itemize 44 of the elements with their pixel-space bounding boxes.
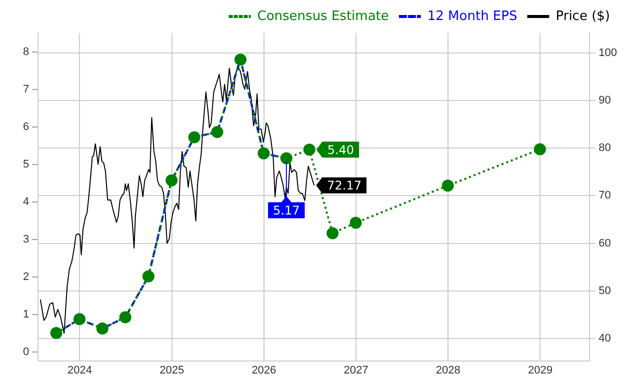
point xyxy=(280,152,292,164)
y-tick-label: 7 xyxy=(22,84,30,96)
point xyxy=(142,270,154,282)
point xyxy=(442,180,454,192)
point xyxy=(96,322,108,335)
legend-label: 12 Month EPS xyxy=(427,8,518,24)
point xyxy=(166,174,178,186)
point xyxy=(119,311,132,324)
y2-tick-label: 100 xyxy=(598,47,618,60)
x-tick-label: 2029 xyxy=(528,364,552,376)
y-tick-label: 0 xyxy=(22,346,30,358)
x-tick-label: 2024 xyxy=(68,364,92,376)
y2-tick-label: 40 xyxy=(598,332,611,344)
point xyxy=(73,313,86,326)
point xyxy=(350,216,362,229)
data-label: 5.17 xyxy=(273,203,300,218)
y-tick-label: 8 xyxy=(22,46,30,58)
x-tick-label: 2027 xyxy=(344,364,368,376)
y2-tick-label: 70 xyxy=(598,190,611,202)
point xyxy=(211,126,224,138)
point xyxy=(188,131,200,144)
legend-label: Consensus Estimate xyxy=(257,8,389,24)
y-tick-label: 4 xyxy=(22,196,30,208)
y2-tick-label: 90 xyxy=(598,94,611,107)
data-label: 72.17 xyxy=(327,178,362,193)
y-tick-label: 2 xyxy=(22,271,30,284)
y2-tick-label: 60 xyxy=(598,237,611,250)
x-tick-label: 2025 xyxy=(160,364,184,376)
y-tick-label: 5 xyxy=(22,158,30,171)
y2-tick-label: 50 xyxy=(598,284,611,297)
y2-tick-label: 80 xyxy=(598,142,611,154)
y-tick-label: 3 xyxy=(22,234,30,246)
x-tick-label: 2026 xyxy=(252,364,276,376)
y-tick-label: 1 xyxy=(22,308,30,321)
data-label: 5.40 xyxy=(327,142,354,157)
point xyxy=(234,54,246,66)
point xyxy=(303,144,316,156)
legend-label: Price ($) xyxy=(556,8,610,24)
point xyxy=(50,327,62,340)
point xyxy=(326,227,339,240)
x-tick-label: 2028 xyxy=(436,364,460,376)
point xyxy=(534,143,546,156)
point xyxy=(258,147,270,160)
y-tick-label: 6 xyxy=(22,121,30,134)
